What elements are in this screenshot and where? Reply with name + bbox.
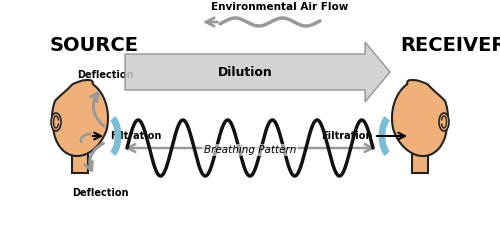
Text: Environmental Air Flow: Environmental Air Flow — [212, 2, 348, 12]
Polygon shape — [392, 80, 448, 156]
Text: Breathing Pattern: Breathing Pattern — [204, 145, 296, 155]
Polygon shape — [412, 153, 428, 173]
Text: Dilution: Dilution — [218, 65, 272, 79]
Polygon shape — [72, 153, 88, 173]
Polygon shape — [52, 80, 108, 156]
Text: Filtration: Filtration — [320, 131, 372, 141]
Ellipse shape — [439, 113, 449, 131]
Text: SOURCE: SOURCE — [50, 36, 139, 55]
Polygon shape — [125, 42, 390, 102]
Text: Filtration: Filtration — [110, 131, 162, 141]
Ellipse shape — [51, 113, 61, 131]
Text: RECEIVER: RECEIVER — [400, 36, 500, 55]
Text: Deflection: Deflection — [72, 188, 128, 198]
Text: Deflection: Deflection — [77, 70, 133, 80]
